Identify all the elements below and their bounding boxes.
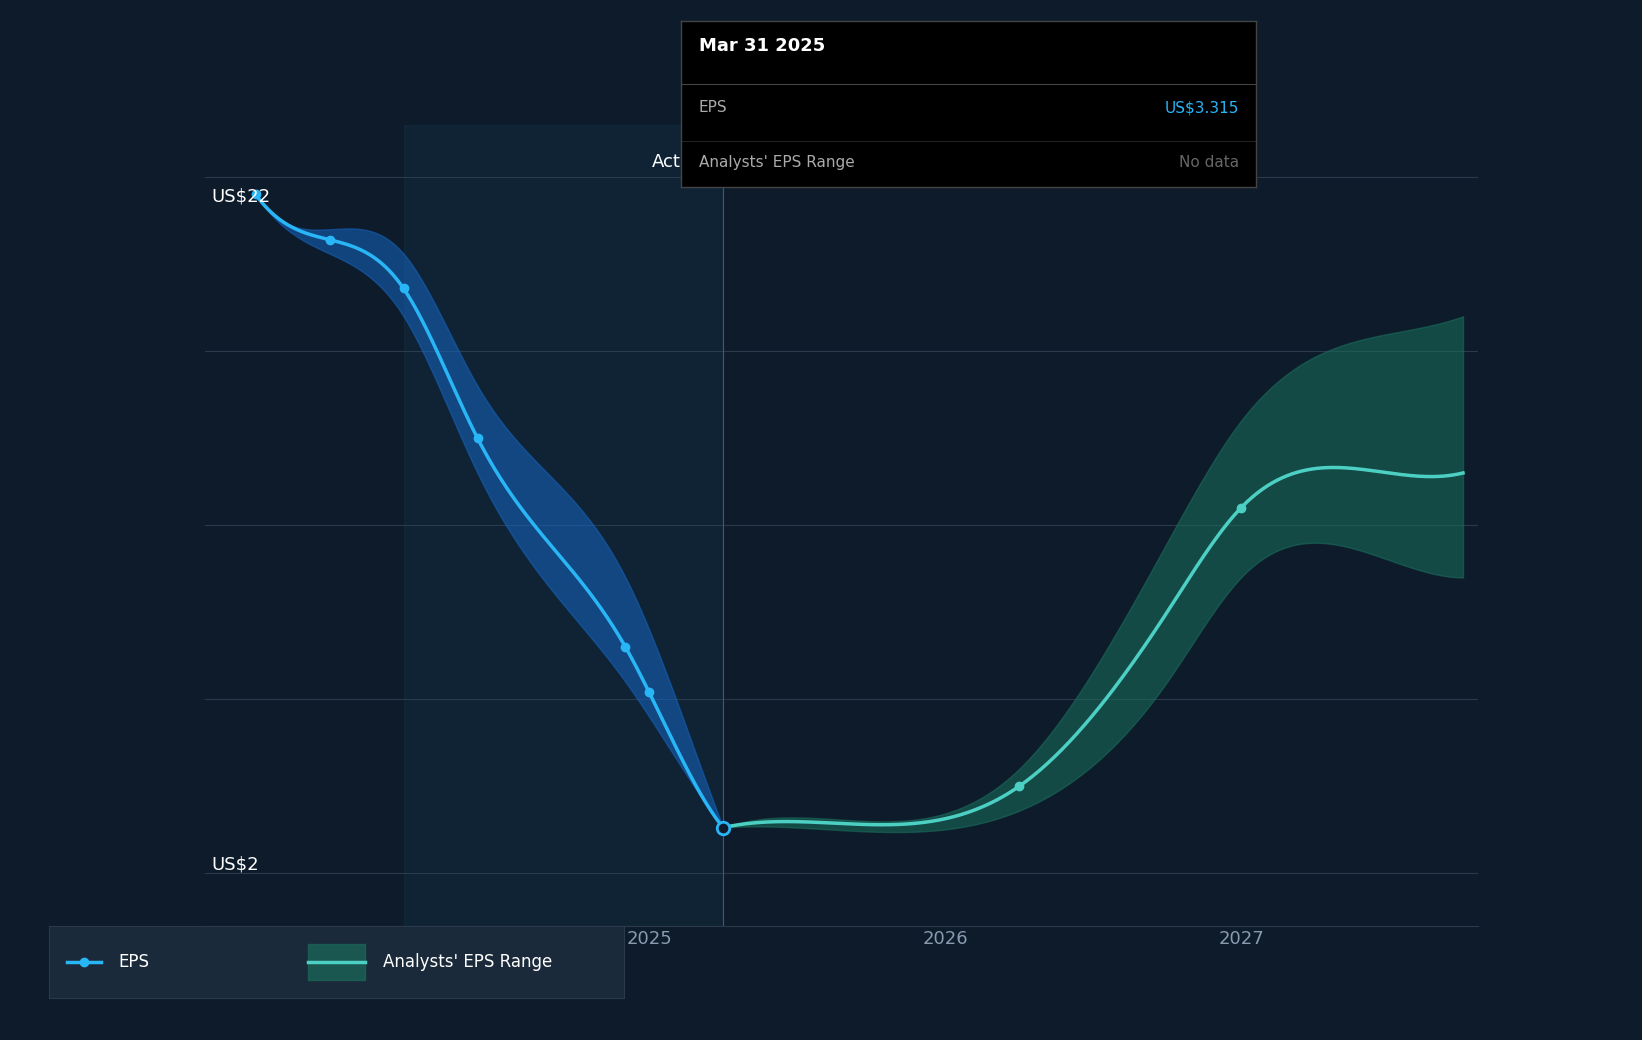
Bar: [404, 125, 722, 926]
Text: US$2: US$2: [212, 856, 259, 874]
Text: Mar 31 2025: Mar 31 2025: [699, 36, 824, 55]
Text: Analysts' EPS Range: Analysts' EPS Range: [699, 155, 854, 171]
Text: US$3.315: US$3.315: [1164, 100, 1240, 115]
Text: Actual: Actual: [652, 153, 708, 171]
Text: No data: No data: [1179, 155, 1240, 171]
Text: Analysts' EPS Range: Analysts' EPS Range: [383, 953, 552, 971]
Text: Analysts Forecasts: Analysts Forecasts: [737, 153, 906, 171]
Text: EPS: EPS: [699, 100, 727, 115]
Text: EPS: EPS: [118, 953, 149, 971]
Text: US$22: US$22: [212, 187, 271, 206]
